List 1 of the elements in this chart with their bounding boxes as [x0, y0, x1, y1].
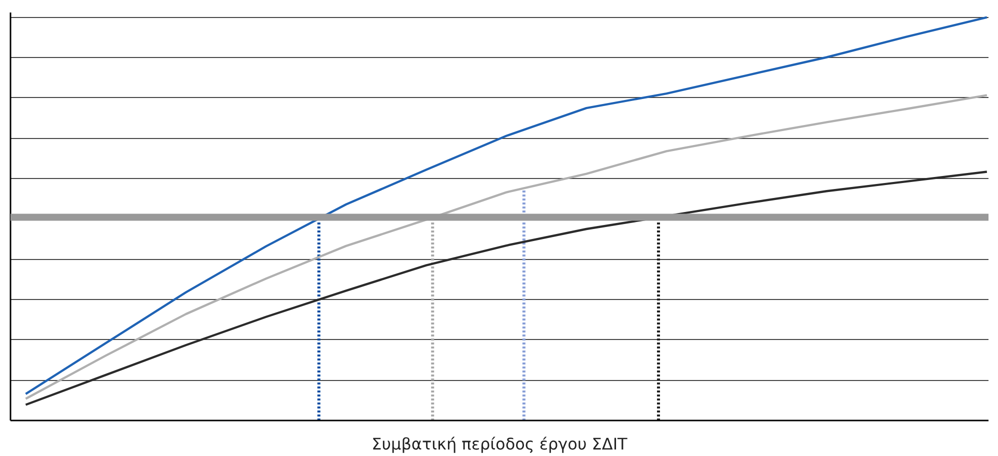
x-axis-title: Συμβατική περίοδος έργου ΣΔΙΤ: [372, 434, 628, 454]
